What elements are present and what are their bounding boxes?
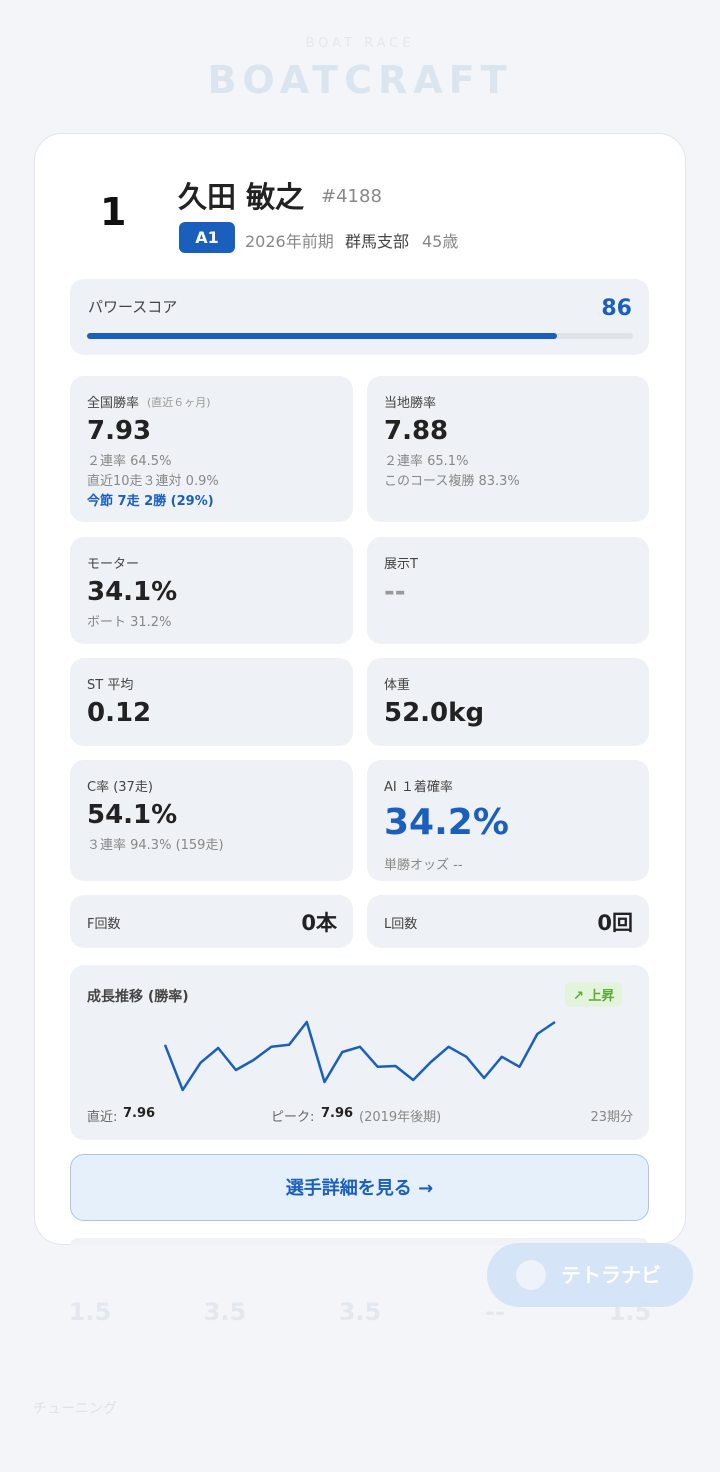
stat-line: このコース複勝 83.3% bbox=[384, 474, 520, 489]
latest-value: 7.96 bbox=[123, 1106, 156, 1121]
stat-value: 7.93 bbox=[87, 416, 152, 446]
card-peek bbox=[70, 1238, 649, 1246]
latest-label: 直近: bbox=[87, 1110, 118, 1125]
stat-label: ST 平均 bbox=[87, 678, 134, 693]
periods: 23期分 bbox=[590, 1110, 633, 1125]
trend-badge: ↗ 上昇 bbox=[565, 982, 623, 1007]
stat-label: 展示T bbox=[384, 557, 418, 572]
branch: 群馬支部 bbox=[345, 232, 410, 251]
gauge-value: -- bbox=[485, 1298, 505, 1326]
stat-value: 54.1% bbox=[87, 800, 178, 830]
stat-value: 34.1% bbox=[87, 577, 178, 607]
player-name: 久田 敏之 bbox=[178, 180, 305, 214]
count-value: 0本 bbox=[301, 911, 337, 935]
nav-tab[interactable]: チューニング bbox=[33, 1401, 117, 1417]
stat-line: ３連率 94.3% (159走) bbox=[87, 838, 224, 853]
count-value: 0回 bbox=[597, 911, 633, 935]
trend-chart bbox=[163, 1020, 556, 1092]
stat-label: 体重 bbox=[384, 678, 411, 693]
trend-card bbox=[70, 965, 649, 1140]
power-score: 86 bbox=[601, 296, 632, 321]
power-bar bbox=[87, 333, 557, 339]
stat-card bbox=[367, 658, 649, 746]
gauge-value: 3.5 bbox=[203, 1298, 247, 1326]
stat-label: C率 (37走) bbox=[87, 780, 153, 795]
count-label: L回数 bbox=[384, 917, 418, 932]
brand: BOATCRAFT bbox=[207, 58, 513, 102]
stat-card bbox=[70, 760, 353, 881]
count-card bbox=[70, 895, 353, 948]
fab-icon bbox=[516, 1260, 546, 1290]
gauge-value: 1.5 bbox=[68, 1298, 112, 1326]
stat-value: -- bbox=[384, 577, 406, 607]
stat-value: 7.88 bbox=[384, 416, 449, 446]
count-label: F回数 bbox=[87, 917, 121, 932]
stat-card bbox=[367, 760, 649, 881]
trend-line bbox=[163, 1020, 556, 1092]
stat-card bbox=[70, 376, 353, 522]
count-card bbox=[367, 895, 649, 948]
stat-value: 0.12 bbox=[87, 698, 152, 728]
power-box bbox=[70, 279, 649, 355]
class-badge: A1 bbox=[179, 222, 235, 253]
detail-button[interactable]: 選手詳細を見る → bbox=[70, 1154, 649, 1221]
stat-card bbox=[367, 537, 649, 644]
power-label: パワースコア bbox=[88, 298, 178, 316]
stat-value: 52.0kg bbox=[384, 698, 485, 728]
stat-card bbox=[70, 537, 353, 644]
stat-line: ボート 31.2% bbox=[87, 615, 172, 630]
gauge-value: 3.5 bbox=[338, 1298, 382, 1326]
term: 2026年前期 bbox=[245, 232, 334, 251]
age: 45歳 bbox=[422, 232, 459, 251]
frame-number: 1 bbox=[100, 190, 127, 234]
stat-card bbox=[367, 376, 649, 522]
stat-line: ２連率 65.1% bbox=[384, 454, 469, 469]
stat-label: 全国勝率 bbox=[87, 396, 140, 411]
stat-value: 34.2% bbox=[384, 802, 509, 843]
stat-label: 当地勝率 bbox=[384, 396, 437, 411]
trend-title: 成長推移 (勝率) bbox=[87, 989, 189, 1005]
stat-label: モーター bbox=[87, 557, 140, 572]
player-number: #4188 bbox=[321, 186, 382, 207]
stat-note: (直近６ヶ月) bbox=[147, 396, 211, 409]
brand-sub: BOAT RACE bbox=[305, 36, 415, 51]
stat-highlight: 今節 7走 2勝 (29%) bbox=[87, 494, 214, 509]
fab[interactable]: テトラナビ bbox=[487, 1243, 693, 1307]
stat-line: ２連率 64.5% bbox=[87, 454, 172, 469]
stat-line: 単勝オッズ -- bbox=[384, 858, 463, 873]
stat-line: 直近10走３連対 0.9% bbox=[87, 474, 219, 489]
peak-term: (2019年後期) bbox=[359, 1110, 442, 1125]
stat-label: AI １着確率 bbox=[384, 780, 453, 795]
stat-card bbox=[70, 658, 353, 746]
peak-value: 7.96 bbox=[321, 1106, 354, 1121]
peak-label: ピーク: bbox=[271, 1110, 315, 1125]
